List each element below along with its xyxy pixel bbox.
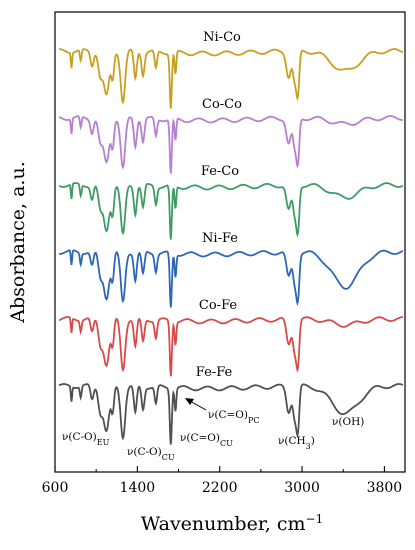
series-line-fe-co [58,182,404,240]
series-label-ni-fe: Ni-Fe [202,231,238,246]
series-line-co-co [58,115,403,174]
series-line-ni-co [59,48,404,109]
series-line-fe-fe [58,383,404,445]
x-tick-label: 600 [42,480,69,496]
annotation-v-co-eu: ν(C-O)EU [62,431,110,447]
series-label-co-co: Co-Co [202,97,242,112]
annotation-v-co-cu: ν(C-O)CU [127,446,175,462]
series-label-co-fe: Co-Fe [199,298,237,313]
series-label-fe-co: Fe-Co [201,164,239,179]
x-tick-label: 3000 [284,480,320,496]
annotation-v-ceo-cu: ν(C=O)CU [180,432,233,448]
annotation-v-ceo-pc: ν(C=O)PC [208,409,260,425]
band-annotations: ν(C-O)EU ν(C-O)CU ν(C=O)CU ν(C=O)PC ν(CH… [62,409,364,462]
series-line-co-fe [58,316,403,377]
plot-frame [54,11,406,473]
series-layer [58,48,404,445]
annotation-arrow [185,398,207,411]
annotation-v-ch3: ν(CH3) [278,435,315,451]
series-labels: Ni-Co Co-Co Fe-Co Ni-Fe Co-Fe Fe-Fe [196,30,242,380]
series-label-ni-co: Ni-Co [203,30,241,45]
series-label-fe-fe: Fe-Fe [196,365,233,380]
x-tick-label: 3800 [367,480,403,496]
y-axis-title: Absorbance, a.u. [7,161,29,324]
series-line-ni-fe [59,249,404,308]
annotation-v-oh: ν(OH) [332,416,364,428]
x-tick-label: 1400 [120,480,156,496]
x-ticks: 600 1400 2200 3000 3800 [42,466,403,496]
x-axis-title: Wavenumber, cm−1 [141,512,324,535]
x-tick-label: 2200 [202,480,238,496]
